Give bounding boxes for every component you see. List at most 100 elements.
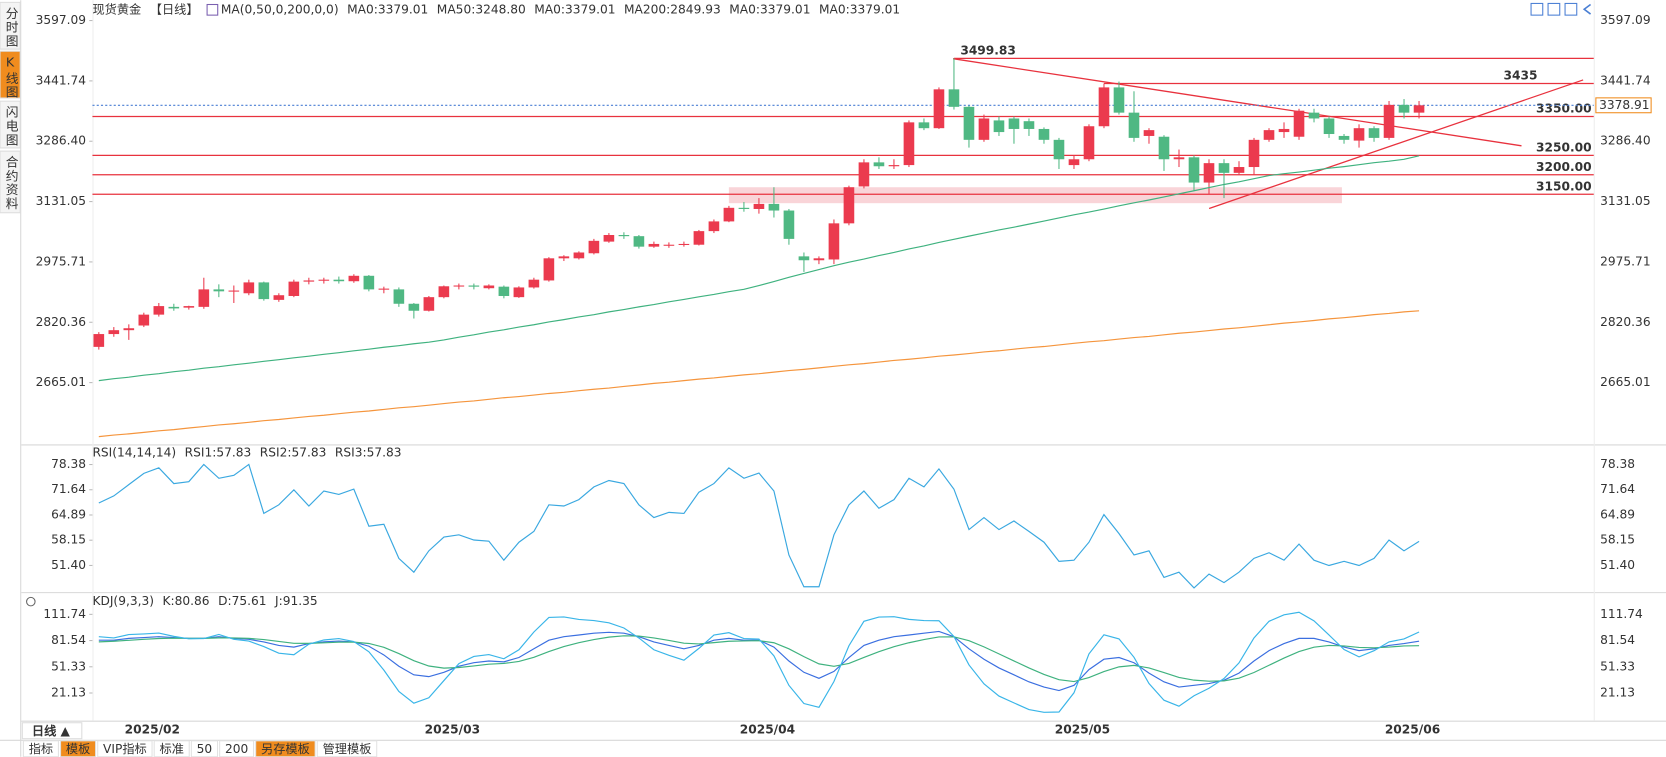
y-tick-label: 78.38 <box>51 457 86 471</box>
y-tick-label: 111.74 <box>1600 607 1643 621</box>
side-tab[interactable] <box>0 100 21 149</box>
settings-icon[interactable] <box>26 596 36 607</box>
candle-body <box>633 236 645 247</box>
candle-body <box>903 122 915 166</box>
last-price-label: 3378.91 <box>1599 98 1649 112</box>
y-tick-label: 3597.09 <box>1600 13 1650 27</box>
candle-body <box>333 279 345 282</box>
candle-body <box>408 303 420 311</box>
candle-body <box>363 275 375 290</box>
candle-body <box>798 256 810 261</box>
candle-body <box>1278 128 1290 133</box>
candle-body <box>1308 112 1320 119</box>
candle-body <box>888 165 900 167</box>
x-tick-label: 2025/06 <box>1385 723 1440 737</box>
x-tick-label: 2025/02 <box>125 723 180 737</box>
chart-title: KDJ(9,3,3) <box>92 594 154 608</box>
y-tick-label: 81.54 <box>51 633 86 647</box>
y-tick-label: 64.89 <box>51 507 86 521</box>
candle-body <box>513 287 525 298</box>
candle-body <box>1398 104 1410 113</box>
candle-body <box>468 285 480 287</box>
y-tick-label: 51.40 <box>51 558 86 572</box>
icon[interactable] <box>1582 3 1592 15</box>
x-tick-label: 2025/04 <box>740 723 795 737</box>
bottom-tab-label[interactable]: 指标 <box>29 741 53 756</box>
candle-body <box>198 289 210 307</box>
legend-label: MA50:3248.80 <box>437 2 526 16</box>
y-tick-label: 2665.01 <box>1600 375 1650 389</box>
bottom-tab-label[interactable]: 200 <box>225 742 248 756</box>
candle-body <box>378 288 390 290</box>
candle-body <box>1413 105 1425 113</box>
candle-body <box>948 89 960 107</box>
candle-body <box>963 106 975 140</box>
candle-body <box>1038 128 1050 140</box>
side-tab-label[interactable]: 闪电图 <box>3 105 18 146</box>
icon[interactable] <box>1564 2 1578 16</box>
side-tab-label[interactable]: K线图 <box>3 56 18 100</box>
candle-body <box>858 162 870 187</box>
candle-body <box>168 306 180 309</box>
icon[interactable] <box>1547 2 1561 16</box>
level-label: 3200.00 <box>1536 160 1592 174</box>
bottom-tab-label[interactable]: 模板 <box>66 742 90 756</box>
period-label[interactable]: 日线 ▲ <box>32 723 71 738</box>
legend-label: D:75.61 <box>218 594 266 608</box>
legend-label: RSI1:57.83 <box>185 445 252 459</box>
toolbar-icons[interactable] <box>1530 2 1592 16</box>
chart-title: RSI(14,14,14) <box>92 445 176 459</box>
bottom-tab-label[interactable]: 管理模板 <box>323 741 372 756</box>
candle-body <box>1263 130 1275 140</box>
period-button[interactable] <box>21 722 83 740</box>
legend-label: MA0:3379.01 <box>819 2 900 16</box>
y-tick-label: 2820.36 <box>1600 315 1650 329</box>
candle-body <box>648 243 660 247</box>
candle-body <box>318 279 330 281</box>
y-tick-label: 3286.40 <box>1600 134 1650 148</box>
candle-body <box>528 279 540 288</box>
candle-body <box>288 281 300 296</box>
y-tick-label: 111.74 <box>43 607 86 621</box>
legend-label: MA200:2849.93 <box>624 2 721 16</box>
trend-line <box>1208 79 1584 210</box>
candle-body <box>108 330 120 335</box>
candle-body <box>1143 130 1155 136</box>
y-tick-label: 2975.71 <box>36 254 86 268</box>
candle-body <box>1203 163 1215 183</box>
candle-body <box>618 235 630 237</box>
icon[interactable] <box>1530 2 1544 16</box>
level-label: 3435 <box>1503 69 1537 83</box>
series-line <box>98 155 1420 382</box>
side-tab[interactable] <box>0 50 21 99</box>
side-tab-label[interactable]: 分时图 <box>3 7 18 48</box>
candle-body <box>1158 136 1170 160</box>
y-tick-label: 3286.40 <box>36 134 86 148</box>
candle-body <box>1098 87 1110 127</box>
bottom-tab-label[interactable]: 另存模板 <box>261 742 310 756</box>
bottom-tab-label[interactable]: VIP指标 <box>103 741 147 756</box>
candle-body <box>1383 104 1395 138</box>
candle-body <box>978 118 990 140</box>
indicator-icon <box>206 3 219 16</box>
candle-body <box>708 221 720 232</box>
bottom-tab-label[interactable]: 标准 <box>160 742 184 756</box>
candle-body <box>813 258 825 261</box>
candle-body <box>1233 167 1245 173</box>
y-tick-label: 3441.74 <box>36 73 87 87</box>
candle-body <box>1293 110 1305 137</box>
chart-subtitle: 【日线】 <box>150 2 199 16</box>
side-tab-label[interactable]: 合约资料 <box>3 155 18 210</box>
y-tick-label: 2820.36 <box>36 315 86 329</box>
candle-body <box>1068 159 1080 166</box>
level-label: 3499.83 <box>960 43 1016 57</box>
bottom-tab-label[interactable]: 50 <box>197 742 213 756</box>
candle-body <box>1083 126 1095 160</box>
legend-label: RSI2:57.83 <box>260 445 327 459</box>
side-tab[interactable] <box>0 150 21 214</box>
candle-body <box>258 282 270 300</box>
candle-body <box>1113 87 1125 113</box>
candle-body <box>1173 157 1185 160</box>
side-tab[interactable] <box>0 1 21 50</box>
candle-body <box>768 203 780 211</box>
